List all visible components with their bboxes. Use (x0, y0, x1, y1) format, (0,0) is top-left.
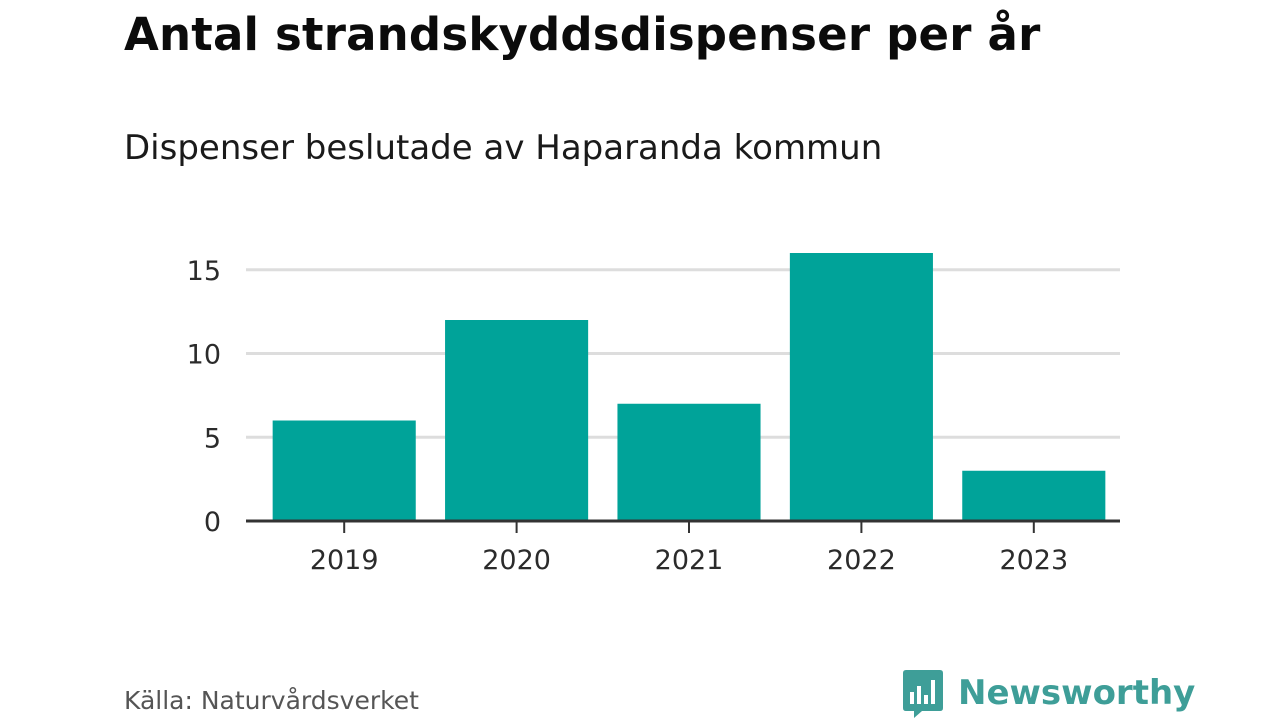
x-tick-label: 2021 (655, 545, 724, 576)
bar-2021 (617, 403, 761, 521)
x-tick-label: 2023 (999, 545, 1068, 576)
x-tick-label: 2019 (310, 545, 379, 576)
brand-logo: Newsworthy (902, 668, 1195, 718)
bar-2020 (445, 320, 589, 521)
bar-2022 (789, 253, 933, 521)
x-tick-label: 2020 (482, 545, 551, 576)
y-tick-label: 10 (187, 340, 221, 371)
y-tick-label: 15 (187, 256, 221, 287)
y-tick-label: 0 (204, 507, 221, 538)
axes: 0 5 10 15 2019 2020 2021 2022 2023 (187, 256, 1120, 576)
newsworthy-logo-icon (903, 670, 943, 718)
brand-name: Newsworthy (958, 673, 1196, 713)
x-tick-label: 2022 (827, 545, 896, 576)
bars (272, 253, 1106, 521)
source-note: Källa: Naturvårdsverket (124, 686, 419, 715)
bar-2023 (962, 470, 1106, 521)
chart-subtitle: Dispenser beslutade av Haparanda kommun (124, 128, 883, 168)
y-tick-label: 5 (204, 423, 221, 454)
chart-title: Antal strandskyddsdispenser per år (124, 8, 1041, 61)
bar-2019 (272, 420, 416, 521)
